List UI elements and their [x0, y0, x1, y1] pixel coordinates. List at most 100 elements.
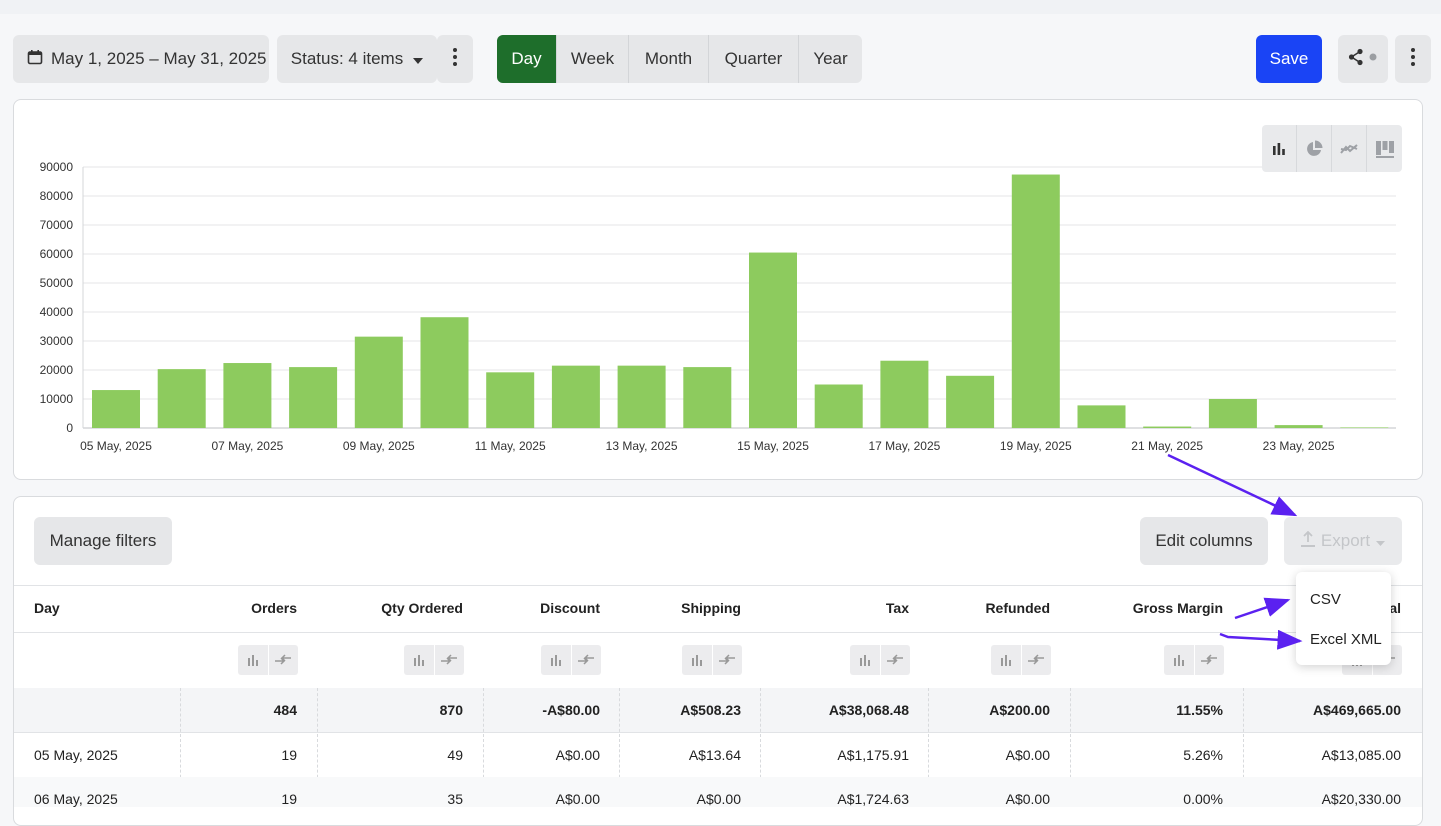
bar-chart-icon[interactable]	[404, 645, 435, 675]
row-1-orders: 19	[281, 747, 297, 763]
compare-icon[interactable]	[269, 645, 299, 675]
bar	[420, 317, 469, 428]
period-year-button[interactable]: Year	[813, 49, 848, 68]
x-tick-label: 15 May, 2025	[737, 439, 809, 453]
export-dropdown-menu: CSV Excel XML	[1296, 572, 1391, 665]
bar	[749, 252, 797, 428]
column-separator	[928, 688, 929, 788]
period-month-button[interactable]: Month	[629, 35, 709, 83]
period-quarter-button[interactable]: Quarter	[709, 35, 799, 83]
totals-row	[14, 688, 1422, 732]
bar-chart-icon[interactable]	[850, 645, 881, 675]
column-header-day[interactable]: Day	[34, 600, 60, 616]
row-2-refunded: A$0.00	[1005, 791, 1050, 807]
column-chart-controls	[682, 645, 742, 675]
x-tick-label: 05 May, 2025	[80, 439, 152, 453]
column-separator	[1243, 688, 1244, 788]
stacked-chart-icon[interactable]	[1367, 125, 1402, 172]
x-tick-label: 19 May, 2025	[1000, 439, 1072, 453]
x-tick-label: 13 May, 2025	[606, 439, 678, 453]
bar	[1077, 405, 1126, 428]
pie-chart-icon[interactable]	[1297, 125, 1332, 172]
total-discount: -A$80.00	[542, 702, 600, 718]
column-header-shipping[interactable]: Shipping	[681, 600, 741, 616]
y-tick-label: 0	[66, 421, 73, 435]
bar	[1143, 426, 1192, 428]
compare-icon[interactable]	[572, 645, 602, 675]
export-option-csv[interactable]: CSV	[1310, 591, 1341, 608]
page-more-button[interactable]	[1395, 35, 1431, 83]
divider	[14, 632, 1422, 633]
bar-chart-icon[interactable]	[1262, 125, 1297, 172]
save-button[interactable]: Save	[1256, 35, 1322, 83]
y-tick-label: 80000	[40, 189, 74, 203]
row-1-total: A$13,085.00	[1321, 747, 1401, 763]
total-refunded: A$200.00	[989, 702, 1050, 718]
x-tick-label: 17 May, 2025	[868, 439, 940, 453]
column-header-orders[interactable]: Orders	[251, 600, 297, 616]
bar-chart: 0 10000 20000 30000 40000 50000 60000 70000 8000…	[40, 160, 1396, 453]
row-2-orders: 19	[281, 791, 297, 807]
row-1-shipping: A$13.64	[688, 747, 741, 763]
compare-icon[interactable]	[435, 645, 465, 675]
x-tick-label: 23 May, 2025	[1263, 439, 1335, 453]
kebab-icon	[1411, 47, 1415, 71]
period-selector: Day Week Month Quarter Year	[497, 35, 862, 83]
row-2-day: 06 May, 2025	[34, 791, 118, 807]
column-separator	[1070, 688, 1071, 788]
bar-chart-icon[interactable]	[682, 645, 713, 675]
divider	[14, 732, 1422, 733]
period-day-button[interactable]: Day	[497, 35, 557, 83]
column-separator	[483, 688, 484, 788]
period-week-button[interactable]: Week	[557, 35, 629, 83]
line-chart-icon[interactable]	[1332, 125, 1367, 172]
share-icon	[1348, 48, 1378, 71]
column-separator	[317, 688, 318, 788]
bar-chart-icon[interactable]	[1164, 645, 1195, 675]
divider	[14, 585, 1422, 586]
column-separator	[180, 688, 181, 788]
filter-more-button[interactable]	[437, 35, 473, 83]
upload-icon	[1300, 530, 1315, 552]
column-separator	[760, 688, 761, 788]
status-filter-dropdown[interactable]: Status: 4 items	[277, 35, 437, 83]
date-range-picker[interactable]: May 1, 2025 – May 31, 2025	[13, 35, 269, 83]
bar	[354, 336, 403, 428]
row-1-tax: A$1,175.91	[837, 747, 909, 763]
row-2-shipping: A$0.00	[696, 791, 741, 807]
bar	[551, 365, 600, 428]
column-header-tax[interactable]: Tax	[885, 600, 909, 616]
bar	[814, 384, 863, 428]
edit-columns-button[interactable]: Edit columns	[1140, 517, 1268, 565]
export-button[interactable]: Export	[1284, 517, 1402, 565]
bar-chart-icon[interactable]	[991, 645, 1022, 675]
row-2-gross-margin: 0.00%	[1183, 791, 1223, 807]
column-chart-controls	[1164, 645, 1224, 675]
calendar-icon	[27, 49, 43, 70]
share-button[interactable]	[1338, 35, 1388, 83]
x-tick-label: 07 May, 2025	[211, 439, 283, 453]
column-separator	[619, 688, 620, 788]
bar-chart-icon[interactable]	[238, 645, 269, 675]
y-tick-label: 30000	[40, 334, 74, 348]
bar-chart-icon[interactable]	[541, 645, 572, 675]
y-tick-label: 20000	[40, 363, 74, 377]
kebab-icon	[453, 47, 457, 71]
row-1-gross-margin: 5.26%	[1183, 747, 1223, 763]
compare-icon[interactable]	[881, 645, 911, 675]
bar	[157, 369, 206, 428]
bar	[289, 367, 338, 428]
row-1-qty-ordered: 49	[447, 747, 463, 763]
x-tick-label: 11 May, 2025	[475, 439, 546, 453]
column-header-qty-ordered[interactable]: Qty Ordered	[381, 600, 463, 616]
compare-icon[interactable]	[713, 645, 743, 675]
column-header-refunded[interactable]: Refunded	[985, 600, 1050, 616]
bar	[486, 372, 535, 428]
bar	[946, 375, 995, 428]
compare-icon[interactable]	[1195, 645, 1225, 675]
column-header-gross-margin[interactable]: Gross Margin	[1132, 600, 1223, 616]
manage-filters-button[interactable]: Manage filters	[34, 517, 172, 565]
compare-icon[interactable]	[1022, 645, 1052, 675]
column-header-discount[interactable]: Discount	[540, 600, 600, 616]
export-option-excel-xml[interactable]: Excel XML	[1310, 631, 1382, 648]
